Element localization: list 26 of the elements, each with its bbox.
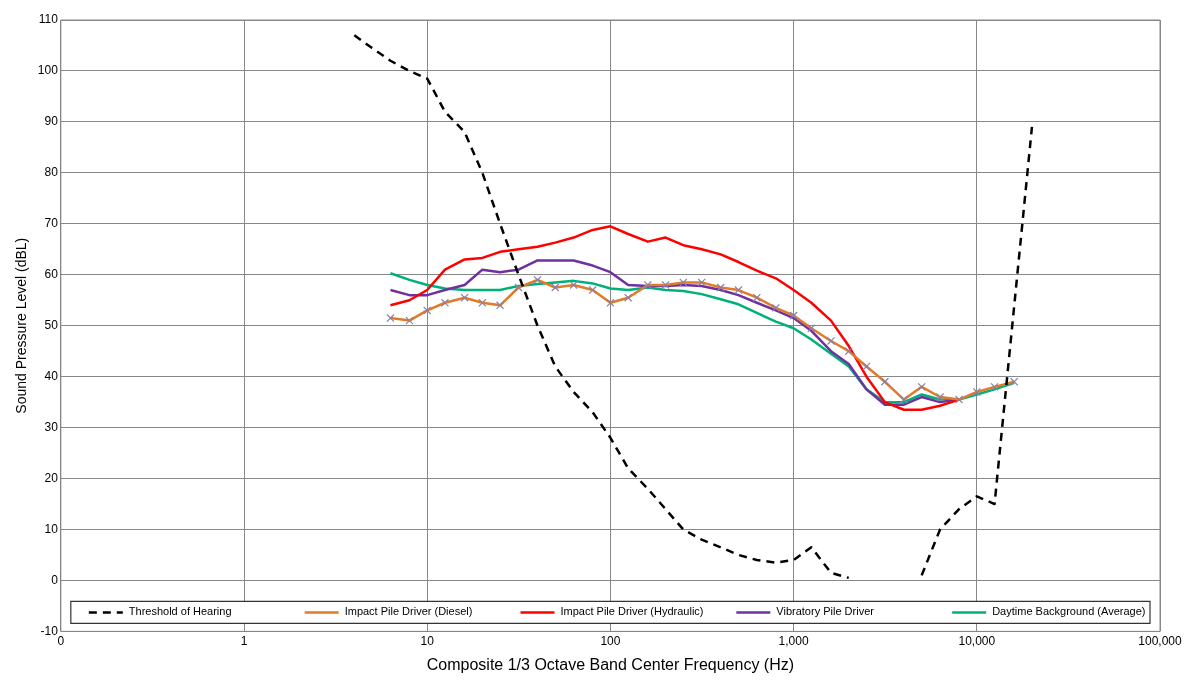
- y-tick-label: 100: [37, 63, 59, 78]
- x-tick-label: 100,000: [1138, 633, 1183, 648]
- x-tick-label: 10: [420, 633, 435, 648]
- legend-label: Threshold of Hearing: [128, 605, 232, 618]
- y-tick-label: 50: [44, 318, 59, 333]
- y-tick-label: 40: [44, 368, 59, 383]
- x-axis-title: Composite 1/3 Octave Band Center Frequency (Hz): [426, 655, 795, 673]
- y-tick-label: 90: [44, 114, 59, 129]
- y-tick-label: 10: [44, 521, 59, 536]
- y-tick-label: 20: [44, 470, 59, 485]
- x-tick-label: 100: [600, 633, 621, 648]
- y-tick-label: -10: [40, 623, 59, 638]
- x-tick-label: 10,000: [958, 633, 996, 648]
- y-tick-label: 0: [51, 572, 59, 587]
- y-tick-label: 80: [44, 165, 59, 180]
- y-tick-label: 30: [44, 419, 59, 434]
- x-tick-label: 1,000: [778, 633, 809, 648]
- y-axis-title: Sound Pressure Level (dBL): [13, 237, 30, 414]
- legend-label: Vibratory Pile Driver: [776, 605, 875, 618]
- legend-label: Daytime Background (Average): [992, 605, 1146, 618]
- y-tick-label: 60: [44, 267, 59, 282]
- x-tick-label: 1: [240, 633, 248, 648]
- y-tick-label: 110: [38, 12, 59, 27]
- legend-label: Impact Pile Driver (Hydraulic): [560, 605, 704, 618]
- legend-label: Impact Pile Driver (Diesel): [344, 605, 473, 618]
- y-tick-label: 70: [44, 216, 59, 231]
